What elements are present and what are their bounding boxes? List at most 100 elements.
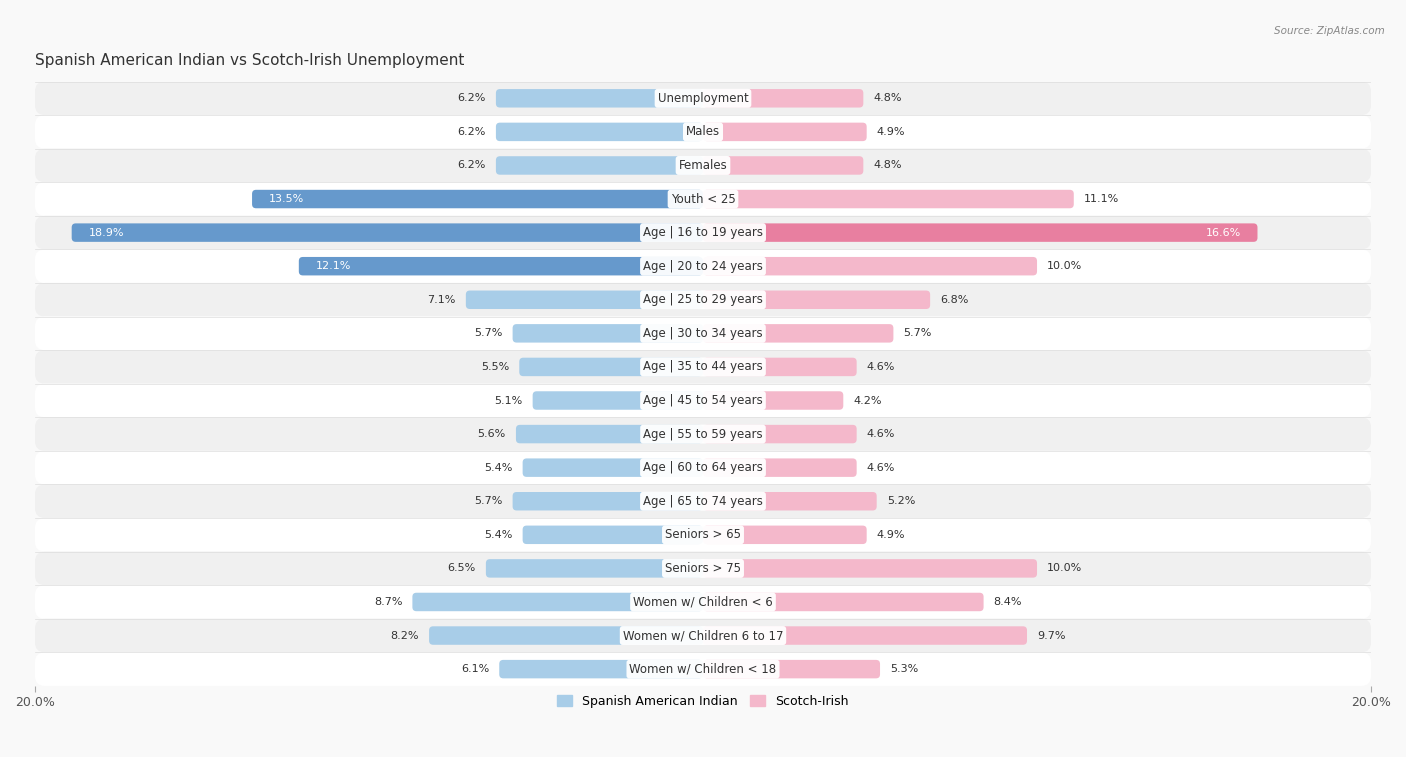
FancyBboxPatch shape [703,257,1038,276]
FancyBboxPatch shape [486,559,703,578]
FancyBboxPatch shape [35,82,1371,115]
Text: 5.5%: 5.5% [481,362,509,372]
FancyBboxPatch shape [35,316,1371,350]
Text: 6.1%: 6.1% [461,664,489,674]
FancyBboxPatch shape [533,391,703,410]
FancyBboxPatch shape [35,249,1371,283]
Text: Seniors > 65: Seniors > 65 [665,528,741,541]
Text: 4.6%: 4.6% [866,463,896,472]
FancyBboxPatch shape [35,350,1371,384]
FancyBboxPatch shape [513,492,703,510]
FancyBboxPatch shape [703,156,863,175]
Text: Age | 35 to 44 years: Age | 35 to 44 years [643,360,763,373]
FancyBboxPatch shape [703,459,856,477]
Text: 4.6%: 4.6% [866,429,896,439]
Text: 10.0%: 10.0% [1047,563,1083,573]
Text: 5.4%: 5.4% [484,463,513,472]
Text: 4.2%: 4.2% [853,395,882,406]
Text: Age | 30 to 34 years: Age | 30 to 34 years [643,327,763,340]
FancyBboxPatch shape [35,618,1371,653]
Text: Seniors > 75: Seniors > 75 [665,562,741,575]
Text: Females: Females [679,159,727,172]
Text: Unemployment: Unemployment [658,92,748,104]
FancyBboxPatch shape [703,123,866,141]
FancyBboxPatch shape [252,190,703,208]
Text: 7.1%: 7.1% [427,294,456,305]
Text: 5.7%: 5.7% [474,497,502,506]
FancyBboxPatch shape [703,425,856,444]
FancyBboxPatch shape [703,223,1257,241]
Text: Age | 60 to 64 years: Age | 60 to 64 years [643,461,763,474]
Text: 4.9%: 4.9% [877,530,905,540]
Text: 11.1%: 11.1% [1084,194,1119,204]
FancyBboxPatch shape [513,324,703,343]
FancyBboxPatch shape [703,525,866,544]
Text: Youth < 25: Youth < 25 [671,192,735,206]
FancyBboxPatch shape [429,626,703,645]
FancyBboxPatch shape [35,484,1371,518]
FancyBboxPatch shape [412,593,703,611]
Text: 6.2%: 6.2% [457,160,486,170]
FancyBboxPatch shape [496,156,703,175]
Text: 10.0%: 10.0% [1047,261,1083,271]
FancyBboxPatch shape [703,291,931,309]
FancyBboxPatch shape [519,358,703,376]
FancyBboxPatch shape [516,425,703,444]
Legend: Spanish American Indian, Scotch-Irish: Spanish American Indian, Scotch-Irish [553,690,853,713]
Text: 16.6%: 16.6% [1205,228,1240,238]
Text: 5.4%: 5.4% [484,530,513,540]
FancyBboxPatch shape [523,525,703,544]
Text: 4.6%: 4.6% [866,362,896,372]
FancyBboxPatch shape [72,223,703,241]
FancyBboxPatch shape [35,417,1371,451]
Text: Age | 65 to 74 years: Age | 65 to 74 years [643,495,763,508]
Text: Age | 16 to 19 years: Age | 16 to 19 years [643,226,763,239]
Text: Age | 20 to 24 years: Age | 20 to 24 years [643,260,763,273]
Text: Age | 25 to 29 years: Age | 25 to 29 years [643,293,763,307]
Text: 5.7%: 5.7% [474,329,502,338]
FancyBboxPatch shape [703,89,863,107]
Text: Women w/ Children < 6: Women w/ Children < 6 [633,596,773,609]
FancyBboxPatch shape [496,123,703,141]
Text: 5.3%: 5.3% [890,664,918,674]
FancyBboxPatch shape [35,384,1371,417]
FancyBboxPatch shape [499,660,703,678]
Text: Males: Males [686,126,720,139]
Text: 5.6%: 5.6% [478,429,506,439]
FancyBboxPatch shape [496,89,703,107]
FancyBboxPatch shape [35,451,1371,484]
FancyBboxPatch shape [35,148,1371,182]
FancyBboxPatch shape [523,459,703,477]
FancyBboxPatch shape [703,190,1074,208]
Text: 6.5%: 6.5% [447,563,475,573]
FancyBboxPatch shape [703,324,893,343]
Text: 12.1%: 12.1% [315,261,352,271]
Text: 5.2%: 5.2% [887,497,915,506]
Text: 4.8%: 4.8% [873,93,901,103]
FancyBboxPatch shape [35,283,1371,316]
Text: 4.9%: 4.9% [877,127,905,137]
FancyBboxPatch shape [35,182,1371,216]
Text: 8.7%: 8.7% [374,597,402,607]
FancyBboxPatch shape [299,257,703,276]
FancyBboxPatch shape [703,492,877,510]
Text: Women w/ Children 6 to 17: Women w/ Children 6 to 17 [623,629,783,642]
Text: Spanish American Indian vs Scotch-Irish Unemployment: Spanish American Indian vs Scotch-Irish … [35,53,464,68]
Text: 5.7%: 5.7% [904,329,932,338]
FancyBboxPatch shape [35,216,1371,249]
FancyBboxPatch shape [465,291,703,309]
Text: Age | 45 to 54 years: Age | 45 to 54 years [643,394,763,407]
FancyBboxPatch shape [703,358,856,376]
FancyBboxPatch shape [35,585,1371,618]
FancyBboxPatch shape [703,391,844,410]
FancyBboxPatch shape [703,559,1038,578]
Text: 5.1%: 5.1% [495,395,523,406]
FancyBboxPatch shape [35,552,1371,585]
Text: Source: ZipAtlas.com: Source: ZipAtlas.com [1274,26,1385,36]
Text: 18.9%: 18.9% [89,228,124,238]
Text: 13.5%: 13.5% [269,194,304,204]
Text: Age | 55 to 59 years: Age | 55 to 59 years [643,428,763,441]
Text: Women w/ Children < 18: Women w/ Children < 18 [630,662,776,675]
Text: 4.8%: 4.8% [873,160,901,170]
Text: 9.7%: 9.7% [1038,631,1066,640]
